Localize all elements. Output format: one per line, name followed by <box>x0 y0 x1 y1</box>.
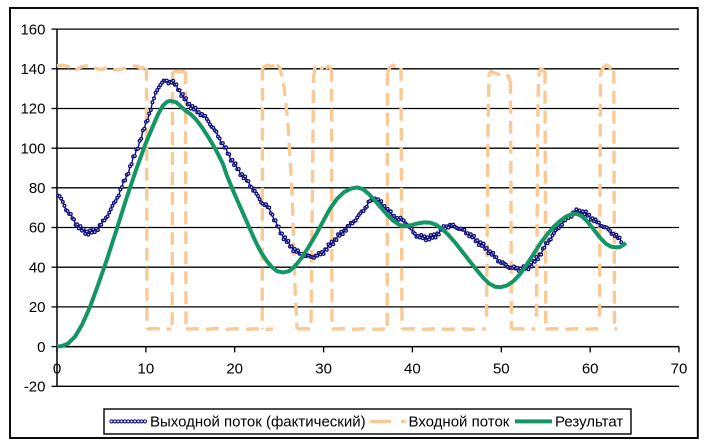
svg-text:-20: -20 <box>24 379 46 396</box>
svg-text:30: 30 <box>315 361 332 378</box>
svg-text:50: 50 <box>493 361 510 378</box>
svg-text:20: 20 <box>226 361 243 378</box>
svg-text:0: 0 <box>53 361 61 378</box>
svg-text:10: 10 <box>138 361 155 378</box>
svg-text:100: 100 <box>20 140 45 157</box>
svg-text:140: 140 <box>20 61 45 78</box>
svg-text:Входной поток: Входной поток <box>409 414 510 431</box>
svg-text:80: 80 <box>29 180 46 197</box>
svg-text:160: 160 <box>20 21 45 38</box>
svg-text:20: 20 <box>29 299 46 316</box>
svg-text:0: 0 <box>37 339 45 356</box>
svg-text:Результат: Результат <box>555 414 623 431</box>
svg-text:120: 120 <box>20 101 45 118</box>
svg-text:60: 60 <box>582 361 599 378</box>
svg-text:40: 40 <box>29 259 46 276</box>
svg-text:70: 70 <box>671 361 688 378</box>
svg-text:Выходной поток (фактический): Выходной поток (фактический) <box>150 414 366 431</box>
svg-text:40: 40 <box>404 361 421 378</box>
svg-text:60: 60 <box>29 220 46 237</box>
